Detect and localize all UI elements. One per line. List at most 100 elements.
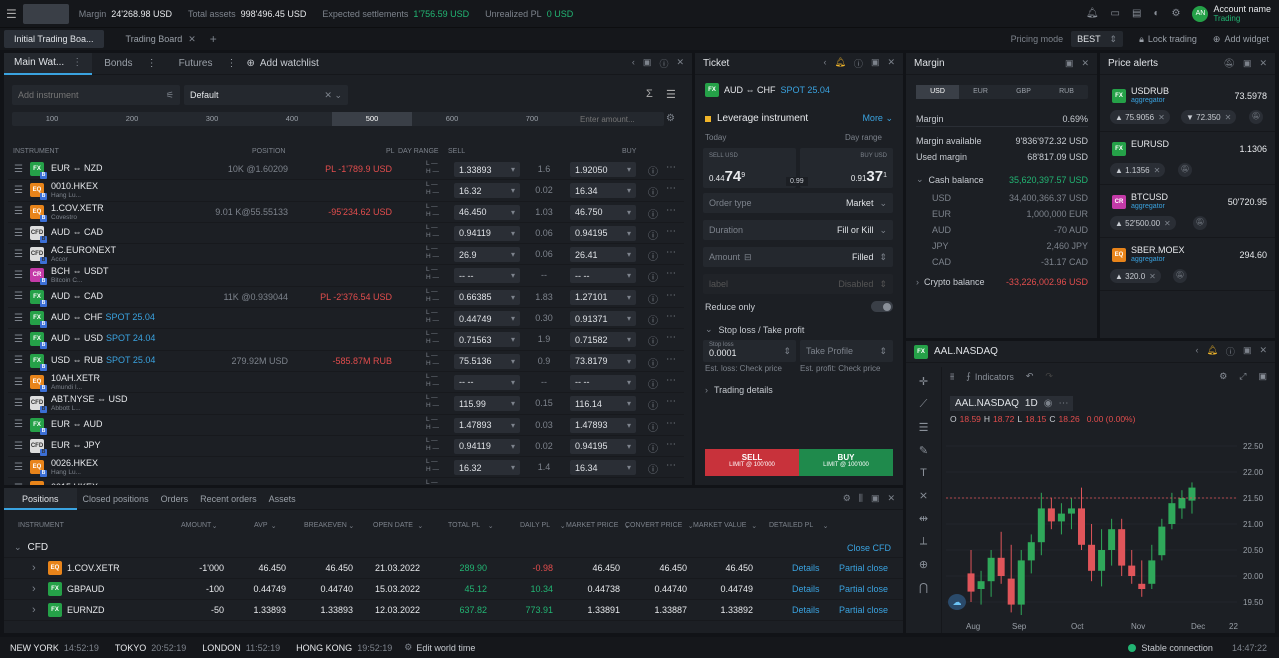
kebab-icon[interactable]: ⋮ [72, 57, 83, 68]
bell-off-icon[interactable]: 🔕︎ [1193, 216, 1207, 230]
reduce-only-toggle[interactable] [871, 301, 893, 312]
drag-handle-icon[interactable]: ☰ [14, 312, 23, 324]
currency-tab[interactable]: GBP [1016, 88, 1031, 95]
filter-icon[interactable]: ⚟ [165, 89, 174, 100]
alert-item[interactable]: FX USDRUB aggregator 73.5978 ▲ 75.9056 ✕ ▼ 72.… [1100, 79, 1275, 132]
sltp-toggle[interactable]: ⌄ Stop loss / Take profit [705, 324, 804, 335]
sell-price-select[interactable]: 0.94119 [454, 225, 520, 241]
zoom-icon[interactable]: ⊕ [918, 559, 929, 571]
bell-icon[interactable]: 🔔︎ [1206, 345, 1218, 355]
col-header[interactable]: TOTAL PL [448, 522, 481, 529]
amount-input[interactable] [580, 114, 660, 124]
drag-handle-icon[interactable]: ☰ [14, 206, 23, 218]
clear-icon[interactable]: ✕ ⌄ [324, 89, 342, 100]
info-icon[interactable]: ⓘ [648, 294, 658, 306]
watchlist-row[interactable]: ☰ FXB EUR ⇔ AUD L —H — 1.47893 0.03 1.47893 ⓘ ⋯ [8, 415, 684, 436]
list-icon[interactable]: ☰ [666, 89, 676, 101]
more-button[interactable]: More ⌄ [862, 113, 893, 123]
measure-icon[interactable]: ⇹ [918, 513, 929, 525]
cash-balance-toggle[interactable]: ⌄ Cash balance 35,620,397.57 USD [916, 174, 1088, 185]
bell-icon[interactable]: 🔔︎ [1085, 8, 1099, 19]
more-icon[interactable]: ⋯ [666, 268, 676, 280]
tab-trading-board[interactable]: Trading Board ✕ [126, 34, 196, 45]
close-icon[interactable]: ✕ [1259, 58, 1267, 68]
position-row[interactable]: › EQ 1.COV.XETR -1'000 46.450 46.450 21.03.202… [4, 558, 903, 579]
partial-close-link[interactable]: Partial close [839, 605, 889, 615]
lock-trading-button[interactable]: 🔒︎ Lock trading [1139, 34, 1197, 45]
kebab-icon[interactable]: ⋮ [226, 58, 237, 69]
close-icon[interactable]: ✕ [1149, 271, 1156, 281]
sell-price-select[interactable]: 0.71563 [454, 332, 520, 348]
partial-close-link[interactable]: Partial close [839, 563, 889, 573]
menu-icon[interactable]: ☰ [6, 6, 17, 21]
col-header[interactable]: CONVERT PRICE [625, 522, 683, 529]
chevron-right-icon[interactable]: › [32, 604, 36, 616]
col-header[interactable]: OPEN DATE [373, 522, 413, 529]
amount-preset[interactable]: 600 [445, 114, 459, 123]
trendline-icon[interactable]: ⟋ [919, 398, 928, 410]
settings-icon[interactable]: ⚙ [666, 113, 675, 124]
close-icon[interactable]: ✕ [1164, 218, 1171, 228]
watchlist-row[interactable]: ☰ FX B EUR ⇔ NZD 10K @1.60209 PL -1'789.9 USD… [8, 159, 684, 181]
more-icon[interactable]: ⋯ [666, 289, 676, 301]
tab-bonds[interactable]: Bonds ⋮ [92, 58, 168, 69]
chevron-left-icon[interactable]: ‹ [823, 57, 827, 67]
search-input[interactable] [18, 90, 148, 100]
tab-main-watchlist[interactable]: Main Wat... ⋮ [4, 52, 93, 75]
buy-price-select[interactable]: 46.750 [570, 204, 636, 220]
alert-item[interactable]: CR BTCUSD aggregator 50'720.95 ▲ 52'500.00 ✕ 🔕… [1100, 185, 1275, 238]
bell-off-icon[interactable]: 🔕︎ [1249, 110, 1263, 124]
eye-icon[interactable]: ◉ [1043, 398, 1053, 409]
drag-handle-icon[interactable]: ☰ [14, 248, 23, 260]
kebab-icon[interactable]: ⋮ [146, 58, 157, 69]
watchlist-select[interactable]: Default ✕ ⌄ [184, 85, 348, 105]
camera-icon[interactable]: ▣ [1258, 371, 1267, 381]
instrument-search[interactable]: ⚟ [12, 85, 180, 105]
drag-handle-icon[interactable]: ☰ [14, 355, 23, 367]
ruler-icon[interactable]: ⟂ [919, 535, 928, 547]
candles-icon[interactable]: ⫵ [950, 371, 955, 381]
more-icon[interactable]: ⋯ [666, 204, 676, 216]
close-icon[interactable]: ✕ [188, 33, 196, 44]
more-icon[interactable]: ⋯ [666, 311, 676, 323]
position-row[interactable]: › FX GBPAUD -100 0.44749 0.44740 15.03.2022 45.… [4, 579, 903, 600]
order-type-select[interactable]: Order type Market ⌄ [703, 193, 893, 213]
watchlist-row[interactable]: ☰ FX B USD ⇔ RUB SPOT 25.04 279.92M USD -585.8… [8, 351, 684, 372]
window-icon[interactable]: ▣ [642, 57, 652, 67]
buy-price-select[interactable]: 0.71582 [570, 332, 636, 348]
tab-assets[interactable]: Assets [268, 493, 296, 504]
sell-price-select[interactable]: 26.9 [454, 247, 520, 263]
duration-select[interactable]: Duration Fill or Kill ⌄ [703, 220, 893, 240]
add-tab-icon[interactable]: + [209, 32, 217, 46]
info-icon[interactable]: ⓘ [648, 443, 658, 455]
sell-price-select[interactable]: 16.32 [454, 183, 520, 199]
amount-preset[interactable]: 100 [45, 114, 59, 123]
redo-icon[interactable]: ↷ [1045, 371, 1053, 381]
col-header[interactable]: AMOUNT [181, 522, 212, 529]
alert-item[interactable]: EQ SBER.MOEX aggregator 294.60 ▲ 320.0 ✕ 🔕︎ [1100, 238, 1275, 291]
buy-button[interactable]: BUY LIMIT @ 100'000 [799, 449, 893, 476]
tab-closed-positions[interactable]: Closed positions [82, 493, 149, 504]
sell-price-select[interactable]: 0.44749 [454, 311, 520, 327]
close-icon[interactable]: ✕ [1081, 58, 1089, 68]
currency-tab[interactable]: USD [916, 85, 959, 99]
info-icon[interactable]: ⓘ [648, 337, 658, 349]
ticket-instrument[interactable]: AUD ⇔ CHF [724, 85, 776, 95]
fib-icon[interactable]: ☰ [918, 422, 929, 434]
col-header[interactable]: BREAKEVEN [304, 522, 347, 529]
account-menu[interactable]: AN Account name Trading [1192, 4, 1271, 24]
crypto-balance-toggle[interactable]: › Crypto balance -33,226,002.96 USD [916, 277, 1088, 287]
chevron-right-icon[interactable]: › [32, 562, 36, 574]
drag-handle-icon[interactable]: ☰ [14, 334, 23, 346]
chevron-left-icon[interactable]: ‹ [631, 57, 635, 67]
currency-tab[interactable]: RUB [1059, 88, 1074, 95]
info-icon[interactable]: ⓘ [648, 167, 658, 178]
buy-price-select[interactable]: 16.34 [570, 183, 636, 199]
settings-icon[interactable]: ⚙ [842, 493, 851, 503]
info-icon[interactable]: ⓘ [853, 59, 863, 69]
indicators-button[interactable]: ⨍ Indicators [966, 371, 1014, 382]
currency-tab[interactable]: EUR [973, 88, 988, 95]
buy-price-select[interactable]: 0.91371 [570, 311, 636, 327]
